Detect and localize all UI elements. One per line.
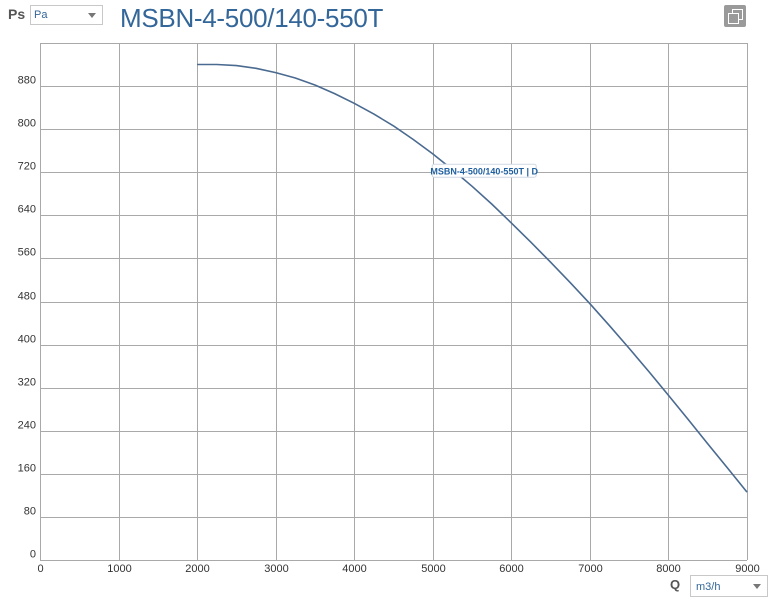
x-tick-label: 8000: [656, 563, 680, 575]
series-label: MSBN-4-500/140-550T | D: [430, 163, 538, 178]
copy-button[interactable]: [724, 5, 746, 27]
flow-unit-select[interactable]: m3/h: [690, 575, 768, 597]
flow-unit-value: m3/h: [696, 581, 721, 593]
y-axis-symbol: Ps: [8, 6, 26, 22]
x-tick-label: 6000: [499, 563, 523, 575]
y-tick-label: 640: [18, 204, 36, 216]
y-tick-label: 480: [18, 291, 36, 303]
chart-grid: [40, 43, 748, 561]
x-tick-label: 1000: [107, 563, 131, 575]
y-tick-label: 880: [18, 75, 36, 87]
y-tick-label: 400: [18, 334, 36, 346]
y-tick-label: 560: [18, 247, 36, 259]
x-tick-label: 9000: [735, 563, 759, 575]
chart-series: MSBN-4-500/140-550T | D: [197, 63, 748, 493]
x-tick-label: 7000: [578, 563, 602, 575]
x-tick-label: 3000: [264, 563, 288, 575]
pressure-unit-value: Pa: [34, 9, 48, 21]
y-tick-label: 0: [30, 549, 36, 561]
series-label-background: [431, 163, 537, 178]
x-tick-label: 2000: [185, 563, 209, 575]
y-tick-label: 720: [18, 161, 36, 173]
y-tick-label: 240: [18, 420, 36, 432]
x-axis-ticks: 0 1000 2000 3000 4000 5000 6000 7000 8000 9000: [37, 563, 759, 575]
x-tick-label: 4000: [342, 563, 366, 575]
copy-icon-front: [728, 13, 739, 24]
chart-title: MSBN-4-500/140-550T: [120, 3, 384, 33]
y-tick-label: 80: [24, 506, 36, 518]
x-tick-label: 0: [37, 563, 43, 575]
y-axis-ticks: 0 80 160 240 320 400 480 560 640 720 800 880: [18, 75, 36, 561]
pressure-unit-select[interactable]: Pa: [30, 5, 103, 25]
y-tick-label: 320: [18, 377, 36, 389]
series-label-text: MSBN-4-500/140-550T | D: [430, 166, 538, 176]
series-line: [197, 63, 748, 493]
y-tick-label: 800: [18, 118, 36, 130]
chevron-down-icon: [753, 584, 761, 589]
x-tick-label: 5000: [421, 563, 445, 575]
x-axis-symbol: Q: [670, 577, 681, 592]
y-tick-label: 160: [18, 463, 36, 475]
chevron-down-icon: [88, 13, 96, 18]
